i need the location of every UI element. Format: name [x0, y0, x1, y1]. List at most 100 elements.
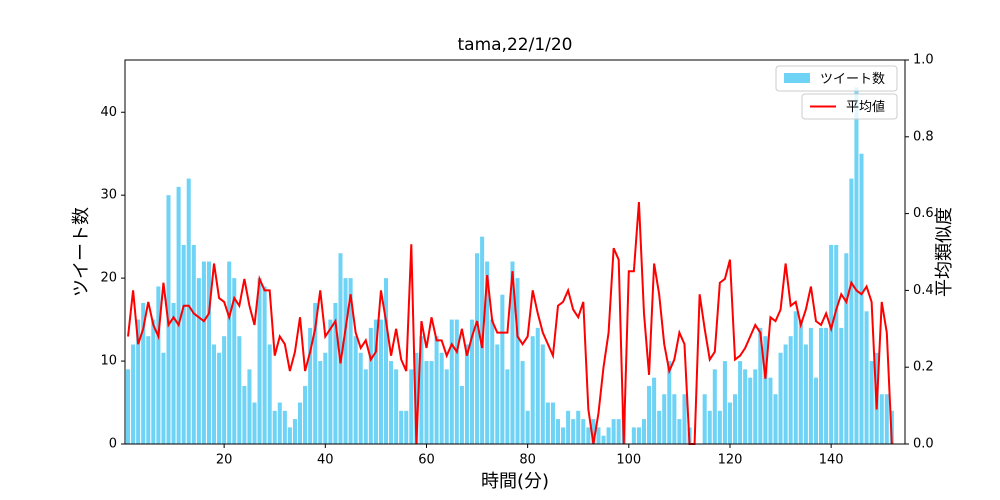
- bar: [662, 394, 667, 444]
- bar: [839, 327, 844, 444]
- bar: [854, 87, 859, 445]
- bar: [576, 410, 581, 444]
- legend-label: 平均値: [846, 99, 885, 115]
- bar: [540, 344, 545, 444]
- bar: [733, 394, 738, 444]
- bar: [783, 344, 788, 444]
- y-tick-label: 0: [109, 437, 117, 452]
- y2-tick-label: 0.6: [913, 206, 934, 221]
- bar: [530, 336, 535, 444]
- bar: [834, 244, 839, 444]
- bar: [469, 319, 475, 444]
- bar: [864, 311, 869, 444]
- bar: [631, 427, 636, 444]
- bar: [272, 410, 277, 444]
- bar: [378, 319, 383, 444]
- bar: [201, 261, 206, 444]
- bar: [454, 319, 459, 444]
- bar: [641, 419, 647, 444]
- bar: [515, 278, 520, 444]
- legend-box: [801, 93, 898, 120]
- legend-swatch: [783, 73, 810, 83]
- bar: [879, 394, 884, 444]
- chart-title: tama,22/1/20: [458, 35, 573, 55]
- bar: [136, 319, 141, 444]
- bar: [798, 319, 803, 444]
- y2-tick-label: 0.4: [913, 283, 934, 298]
- bar: [803, 344, 808, 444]
- bar: [358, 352, 363, 444]
- bar: [566, 410, 571, 444]
- bar: [824, 327, 829, 444]
- bar: [282, 410, 287, 444]
- bar: [485, 261, 490, 444]
- bar: [394, 369, 399, 444]
- bar: [363, 369, 368, 444]
- bar: [677, 419, 682, 444]
- bar: [561, 427, 566, 444]
- bar: [439, 352, 444, 444]
- bar: [237, 336, 242, 444]
- bar: [212, 344, 217, 444]
- bar: [849, 178, 854, 444]
- bar: [773, 394, 778, 444]
- bar: [222, 336, 227, 444]
- y-tick-label: 30: [100, 188, 117, 203]
- x-tick-label: 20: [216, 453, 233, 468]
- bar: [303, 385, 308, 444]
- bar: [449, 319, 454, 444]
- bar: [525, 410, 530, 444]
- bar: [389, 361, 394, 444]
- bar: [419, 336, 424, 444]
- bar: [768, 377, 773, 444]
- bar: [844, 253, 849, 444]
- bar: [545, 402, 550, 444]
- bar: [313, 303, 318, 444]
- bar: [611, 419, 616, 444]
- bar: [727, 402, 733, 444]
- bar: [464, 344, 469, 444]
- line: [127, 202, 893, 445]
- bar: [171, 303, 176, 444]
- bar: [717, 410, 722, 444]
- bar: [778, 352, 783, 444]
- x-tick-label: 100: [616, 453, 641, 468]
- bar: [191, 244, 196, 444]
- bar: [161, 352, 166, 444]
- bar: [146, 336, 151, 444]
- bar: [373, 319, 378, 444]
- y-tick-label: 20: [100, 271, 117, 286]
- bar: [682, 394, 687, 444]
- bar: [348, 278, 353, 444]
- bar: [869, 361, 874, 444]
- bar: [758, 327, 763, 444]
- bar: [424, 361, 429, 444]
- bar: [657, 410, 662, 444]
- bar: [297, 402, 303, 444]
- bar: [596, 427, 601, 444]
- bar: [176, 186, 181, 444]
- bar: [287, 427, 292, 444]
- bar: [429, 361, 434, 444]
- bar: [535, 327, 540, 444]
- bar: [292, 419, 297, 444]
- bar: [141, 303, 146, 444]
- bar: [353, 336, 358, 444]
- bar: [738, 361, 743, 444]
- y2-tick-label: 0.2: [913, 360, 934, 375]
- bar: [151, 319, 156, 444]
- y-axis-label: ツイート数: [71, 207, 92, 297]
- plot-frame: [124, 59, 906, 445]
- bar: [262, 286, 267, 444]
- bar: [409, 369, 414, 444]
- bar: [368, 327, 373, 444]
- bar: [257, 278, 262, 444]
- bar: [510, 261, 515, 444]
- bar: [252, 402, 257, 444]
- bar: [383, 278, 389, 444]
- bar: [884, 394, 889, 444]
- bar: [323, 352, 328, 444]
- x-tick-label: 140: [819, 453, 844, 468]
- bar: [788, 336, 793, 444]
- bar: [571, 419, 576, 444]
